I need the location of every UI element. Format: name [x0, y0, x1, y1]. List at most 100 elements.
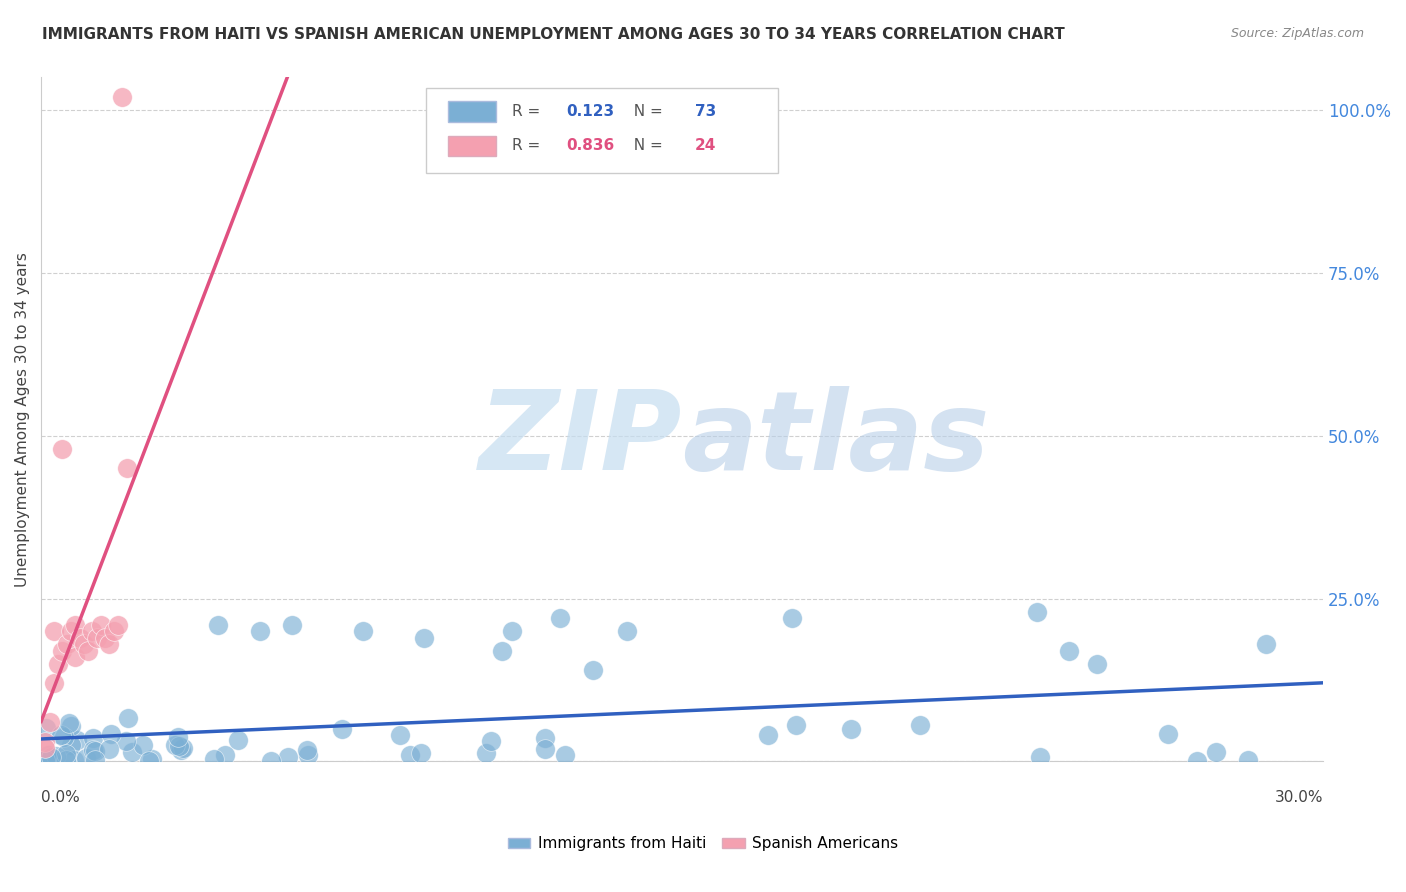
FancyBboxPatch shape	[426, 87, 779, 173]
Point	[66, 733, 89, 747]
Point	[60, 624, 83, 639]
Point	[82, 624, 104, 639]
Point	[65, 650, 87, 665]
Point	[34, 735, 56, 749]
Point	[55, 747, 77, 762]
Point	[86, 631, 108, 645]
Point	[202, 751, 225, 765]
Point	[249, 624, 271, 639]
Point	[90, 617, 112, 632]
Legend: Immigrants from Haiti, Spanish Americans: Immigrants from Haiti, Spanish Americans	[502, 830, 904, 857]
Point	[63, 753, 86, 767]
Point	[1029, 750, 1052, 764]
Point	[1256, 637, 1278, 651]
Point	[1157, 727, 1180, 741]
Point	[55, 753, 77, 767]
Text: N =: N =	[624, 104, 668, 120]
Point	[207, 617, 229, 632]
Text: N =: N =	[624, 138, 668, 153]
Point	[166, 731, 188, 745]
Point	[39, 752, 62, 766]
Point	[46, 657, 69, 671]
Point	[170, 743, 193, 757]
FancyBboxPatch shape	[447, 102, 496, 122]
Point	[114, 734, 136, 748]
Point	[839, 723, 862, 737]
Point	[226, 733, 249, 747]
Point	[548, 611, 571, 625]
Point	[277, 750, 299, 764]
Point	[908, 718, 931, 732]
Point	[398, 748, 420, 763]
Text: IMMIGRANTS FROM HAITI VS SPANISH AMERICAN UNEMPLOYMENT AMONG AGES 30 TO 34 YEARS: IMMIGRANTS FROM HAITI VS SPANISH AMERICA…	[42, 27, 1064, 42]
Point	[103, 624, 125, 639]
Point	[1205, 745, 1227, 759]
Point	[491, 643, 513, 657]
Point	[554, 748, 576, 763]
Point	[785, 717, 807, 731]
FancyBboxPatch shape	[447, 136, 496, 156]
Text: 73: 73	[695, 104, 716, 120]
Point	[1237, 752, 1260, 766]
Point	[389, 728, 412, 742]
Point	[51, 643, 73, 657]
Point	[330, 722, 353, 736]
Point	[501, 624, 523, 639]
Point	[1087, 657, 1109, 671]
Point	[121, 745, 143, 759]
Text: R =: R =	[512, 104, 544, 120]
Point	[42, 624, 65, 639]
Point	[479, 734, 502, 748]
Point	[111, 90, 134, 104]
Point	[34, 753, 56, 767]
Point	[98, 742, 121, 756]
Point	[51, 442, 73, 456]
Text: 24: 24	[695, 138, 716, 153]
Point	[413, 631, 436, 645]
Text: atlas: atlas	[682, 386, 990, 493]
Point	[172, 741, 194, 756]
Text: 0.123: 0.123	[567, 104, 614, 120]
Point	[475, 746, 498, 760]
Point	[60, 719, 83, 733]
Point	[115, 461, 138, 475]
Point	[65, 617, 87, 632]
Point	[352, 624, 374, 639]
Point	[534, 731, 557, 746]
Point	[69, 631, 91, 645]
Point	[52, 731, 75, 745]
Point	[165, 738, 187, 752]
Text: 0.836: 0.836	[567, 138, 614, 153]
Point	[132, 738, 155, 752]
Point	[100, 727, 122, 741]
Point	[35, 721, 58, 735]
Point	[73, 637, 96, 651]
Point	[98, 637, 121, 651]
Point	[260, 754, 283, 768]
Point	[297, 747, 319, 762]
Point	[167, 739, 190, 753]
Point	[534, 741, 557, 756]
Point	[34, 741, 56, 756]
Point	[1026, 605, 1049, 619]
Point	[1057, 643, 1080, 657]
Point	[107, 617, 129, 632]
Point	[38, 715, 60, 730]
Point	[280, 617, 302, 632]
Point	[45, 748, 67, 763]
Point	[780, 611, 803, 625]
Point	[582, 663, 605, 677]
Point	[295, 743, 318, 757]
Y-axis label: Unemployment Among Ages 30 to 34 years: Unemployment Among Ages 30 to 34 years	[15, 252, 30, 587]
Point	[58, 715, 80, 730]
Text: ZIP: ZIP	[478, 386, 682, 493]
Point	[39, 749, 62, 764]
Point	[214, 747, 236, 762]
Point	[616, 624, 638, 639]
Text: Source: ZipAtlas.com: Source: ZipAtlas.com	[1230, 27, 1364, 40]
Point	[84, 744, 107, 758]
Point	[94, 631, 117, 645]
Text: 0.0%: 0.0%	[41, 790, 80, 805]
Text: 30.0%: 30.0%	[1275, 790, 1323, 805]
Text: R =: R =	[512, 138, 544, 153]
